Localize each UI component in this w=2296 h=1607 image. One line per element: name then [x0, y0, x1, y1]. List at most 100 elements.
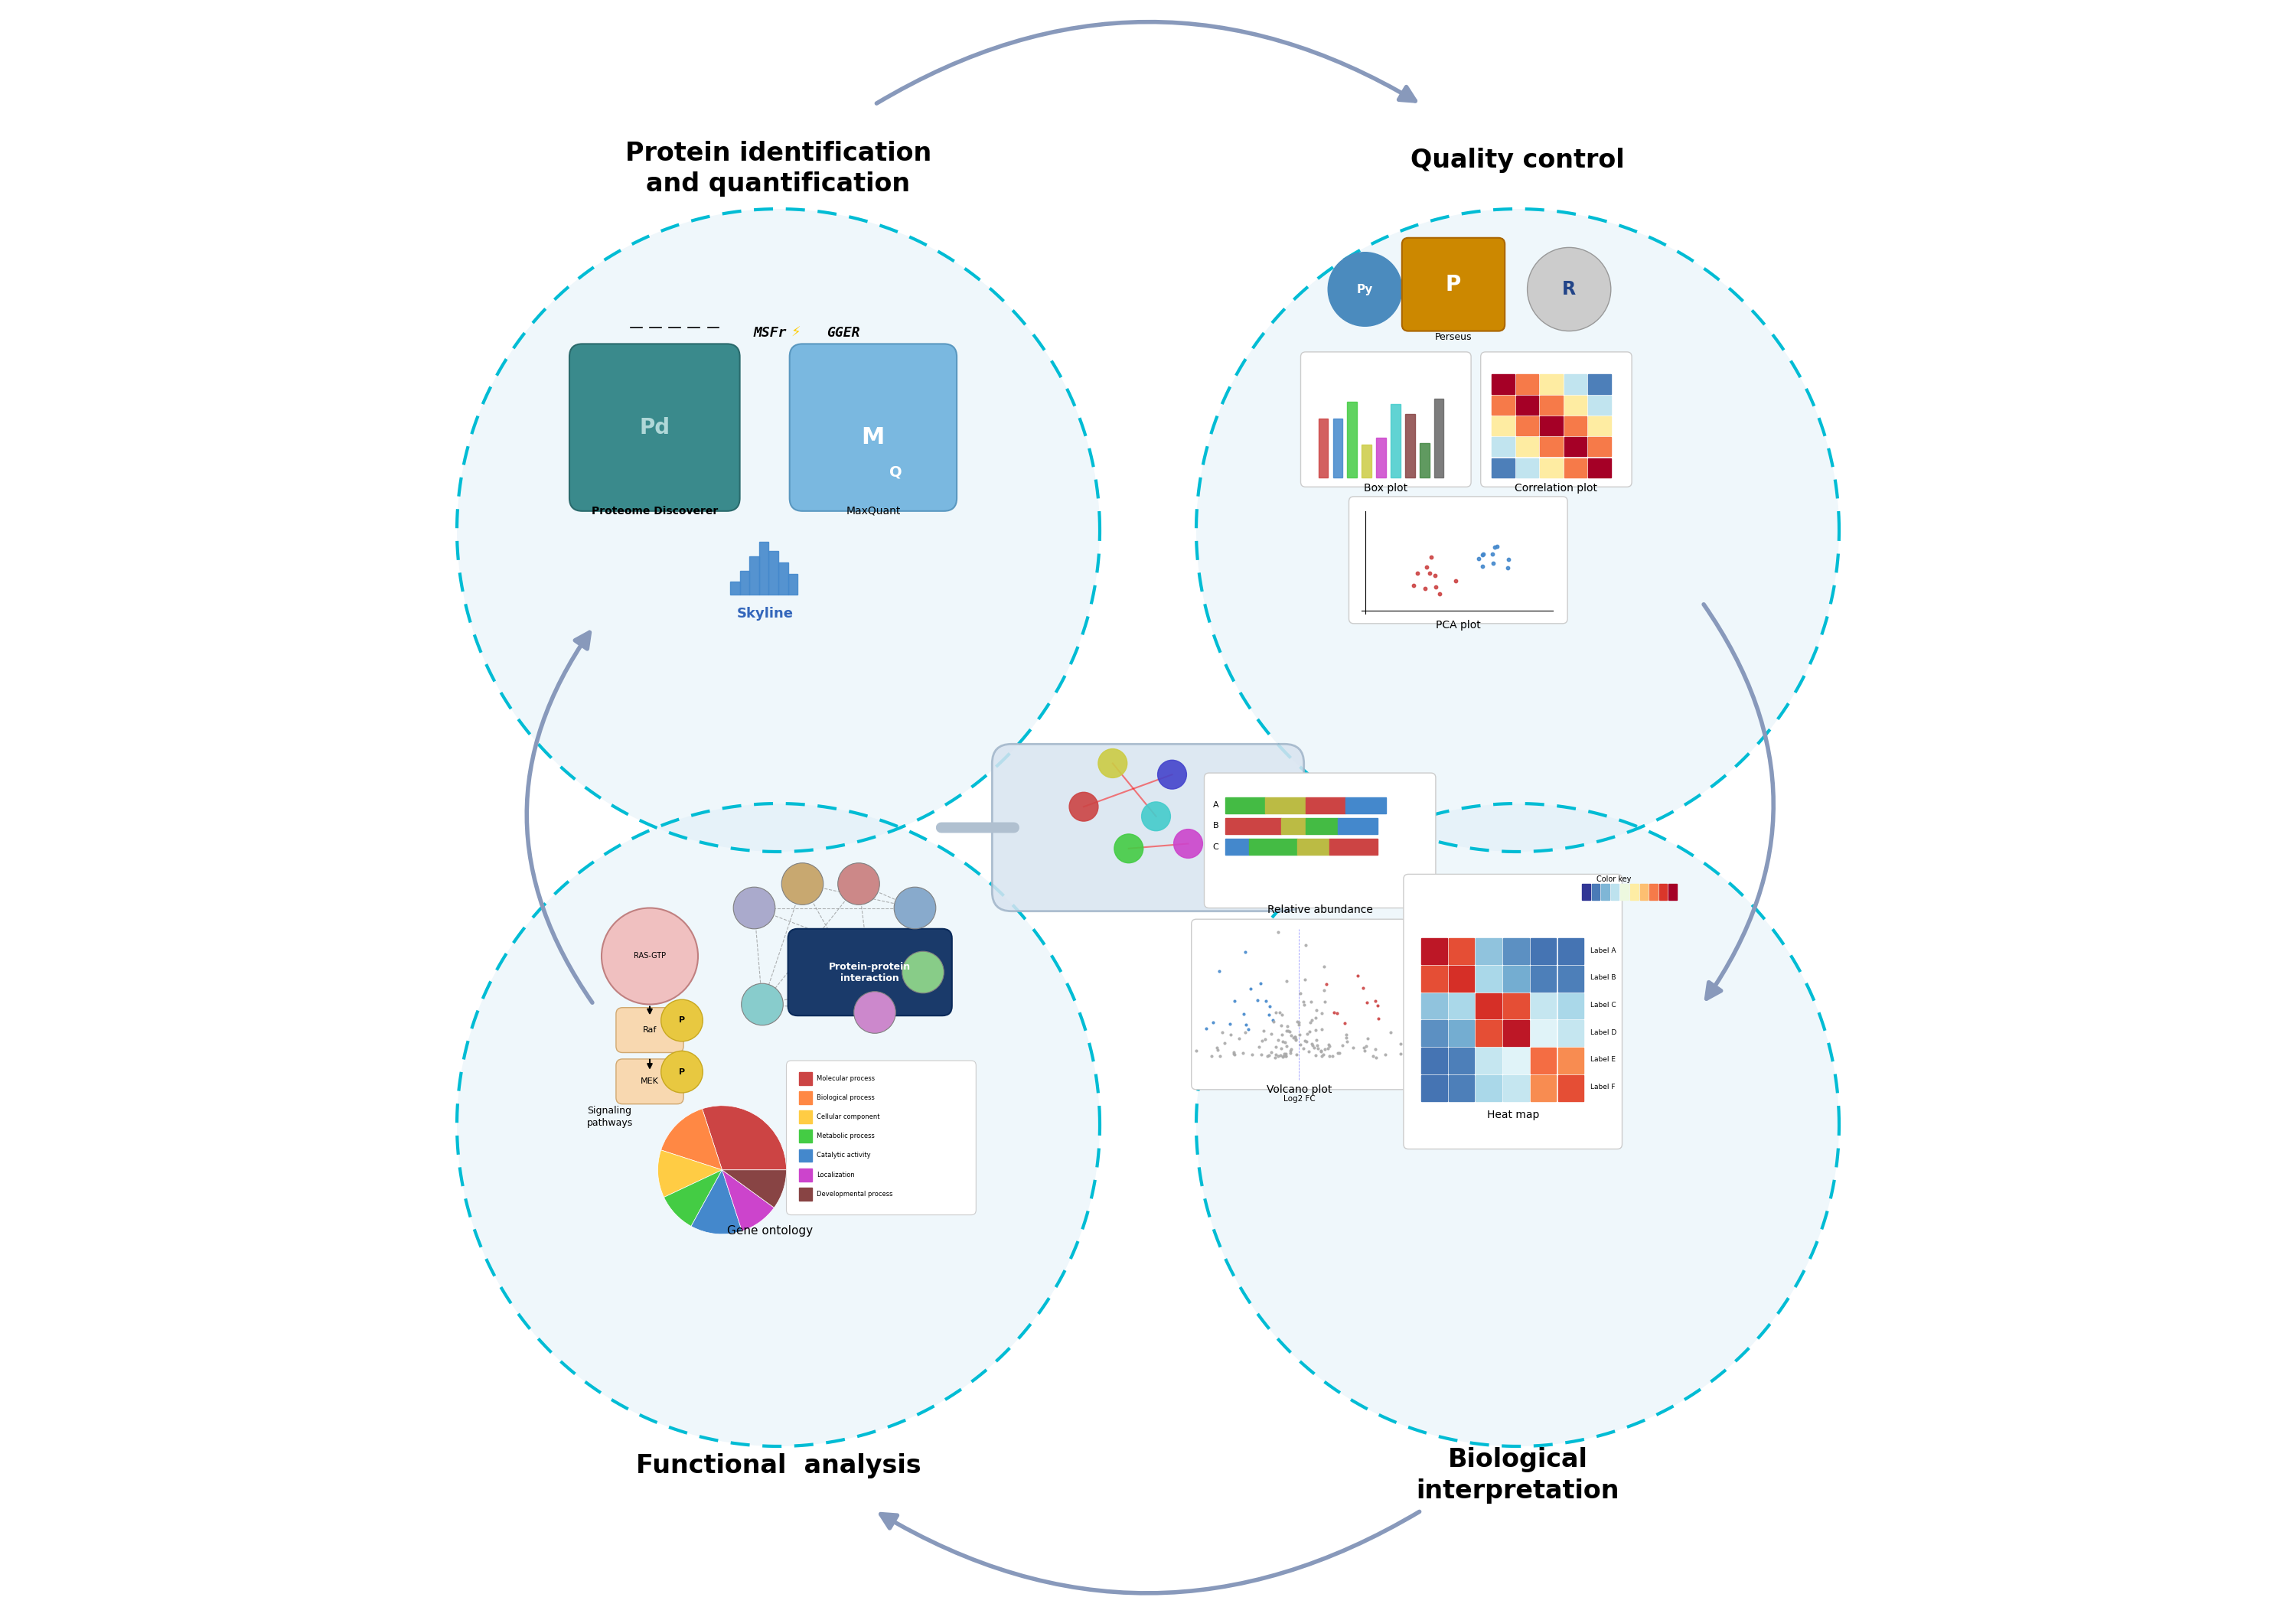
Point	[1309, 1035, 1345, 1061]
Bar	[799, 1110, 813, 1123]
Text: Biological
interpretation: Biological interpretation	[1417, 1446, 1619, 1504]
Point	[1254, 1040, 1290, 1065]
Bar	[1421, 938, 1446, 964]
Point	[1279, 1041, 1316, 1067]
Point	[1311, 1032, 1348, 1057]
Point	[1265, 1028, 1302, 1054]
Text: Catalytic activity: Catalytic activity	[817, 1152, 870, 1159]
Point	[1267, 1041, 1304, 1067]
Bar	[1318, 419, 1327, 477]
Bar	[799, 1072, 813, 1085]
Bar	[1476, 966, 1502, 992]
Circle shape	[854, 992, 895, 1033]
Point	[1226, 1020, 1263, 1046]
Point	[1187, 1016, 1224, 1041]
Circle shape	[742, 983, 783, 1025]
Bar	[1345, 797, 1387, 813]
Point	[1281, 1022, 1318, 1048]
Text: MSFr: MSFr	[753, 326, 785, 339]
Bar	[1281, 818, 1306, 834]
Point	[1350, 1025, 1387, 1051]
Bar	[778, 562, 788, 595]
Point	[1272, 1038, 1309, 1064]
Point	[1382, 1040, 1419, 1065]
FancyBboxPatch shape	[1192, 919, 1407, 1090]
Point	[1465, 553, 1502, 579]
Point	[1277, 1024, 1313, 1049]
Point	[1272, 1019, 1309, 1045]
Text: Metabolic process: Metabolic process	[817, 1133, 875, 1139]
Bar	[1249, 839, 1297, 855]
Point	[1242, 1041, 1279, 1067]
Point	[1281, 1009, 1318, 1035]
Bar	[1564, 458, 1587, 477]
Bar	[1589, 416, 1612, 435]
Text: Perseus: Perseus	[1435, 333, 1472, 342]
Text: A: A	[1212, 802, 1219, 808]
Point	[1201, 958, 1238, 983]
Bar	[1492, 458, 1515, 477]
FancyBboxPatch shape	[1403, 874, 1621, 1149]
Point	[1297, 1017, 1334, 1043]
Circle shape	[1070, 792, 1097, 821]
Point	[1290, 1019, 1327, 1045]
Text: PCA plot: PCA plot	[1435, 620, 1481, 630]
Point	[1263, 1041, 1300, 1067]
Text: Raf: Raf	[643, 1027, 657, 1033]
Point	[1304, 1001, 1341, 1027]
Circle shape	[902, 951, 944, 993]
Bar	[1515, 395, 1538, 415]
Circle shape	[661, 1000, 703, 1041]
Point	[1293, 1030, 1329, 1056]
FancyBboxPatch shape	[569, 344, 739, 511]
Text: Label C: Label C	[1589, 1001, 1616, 1009]
Bar	[730, 582, 739, 595]
FancyBboxPatch shape	[1300, 352, 1472, 487]
Text: M: M	[861, 426, 884, 448]
Point	[1293, 988, 1329, 1014]
Point	[1345, 1035, 1382, 1061]
Bar	[1362, 445, 1371, 477]
Point	[1224, 1040, 1261, 1065]
FancyBboxPatch shape	[790, 344, 957, 511]
Point	[1306, 977, 1343, 1003]
Bar	[1515, 416, 1538, 435]
Text: Heat map: Heat map	[1488, 1110, 1538, 1120]
Point	[1258, 1041, 1295, 1067]
Bar	[1504, 966, 1529, 992]
Point	[1267, 1043, 1304, 1069]
Bar	[1419, 444, 1428, 477]
FancyBboxPatch shape	[1350, 497, 1568, 624]
Bar	[1421, 966, 1446, 992]
Point	[1359, 1006, 1396, 1032]
Point	[1357, 1045, 1394, 1070]
Bar	[1515, 458, 1538, 477]
Bar	[1541, 395, 1564, 415]
Wedge shape	[703, 1106, 785, 1170]
Bar	[1541, 437, 1564, 456]
Bar	[1649, 884, 1658, 900]
Point	[1265, 1041, 1302, 1067]
Bar	[1589, 458, 1612, 477]
Circle shape	[1173, 829, 1203, 858]
Point	[1465, 542, 1502, 567]
Point	[1300, 1032, 1336, 1057]
Bar	[1564, 416, 1587, 435]
Bar	[1449, 1075, 1474, 1101]
Point	[1357, 988, 1394, 1014]
FancyBboxPatch shape	[1481, 352, 1632, 487]
Text: Molecular process: Molecular process	[817, 1075, 875, 1082]
Text: C: C	[1212, 844, 1219, 850]
Wedge shape	[691, 1170, 742, 1234]
Circle shape	[1114, 834, 1143, 863]
Wedge shape	[721, 1170, 774, 1231]
Point	[1302, 1038, 1339, 1064]
Point	[1437, 569, 1474, 595]
Bar	[1541, 416, 1564, 435]
Point	[1306, 1037, 1343, 1062]
Point	[1304, 1017, 1341, 1043]
Bar	[1639, 884, 1649, 900]
Circle shape	[1097, 749, 1127, 778]
Point	[1194, 1043, 1231, 1069]
Point	[1407, 575, 1444, 601]
